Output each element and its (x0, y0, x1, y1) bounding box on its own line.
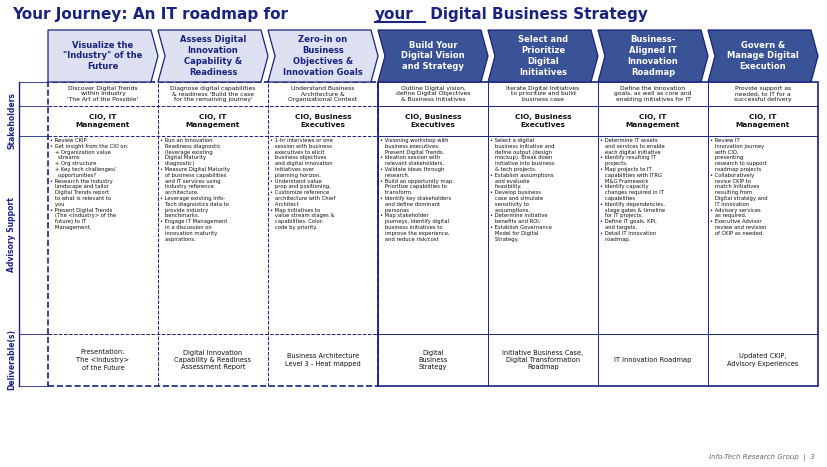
Text: Business Architecture
Level 3 - Heat mapped: Business Architecture Level 3 - Heat map… (285, 353, 361, 367)
Text: Iterate Digital Initiatives
to prioritize and build
business case: Iterate Digital Initiatives to prioritiz… (506, 86, 580, 102)
Text: • Review CKIP
• Get insight from the CIO on:
   + Organization value
     stream: • Review CKIP • Get insight from the CIO… (50, 138, 129, 230)
Text: CIO, IT
Management: CIO, IT Management (76, 114, 130, 128)
Text: IT Innovation Roadmap: IT Innovation Roadmap (614, 357, 691, 363)
Text: • Visioning workshop with
   business executives:
   Present Digital Trends.
• I: • Visioning workshop with business execu… (380, 138, 454, 241)
Polygon shape (48, 30, 158, 82)
Text: Advisory Support: Advisory Support (7, 198, 17, 272)
Text: CIO, IT
Management: CIO, IT Management (736, 114, 790, 128)
Text: CIO, Business
Executives: CIO, Business Executives (404, 114, 461, 128)
Text: CIO, Business
Executives: CIO, Business Executives (294, 114, 351, 128)
Text: Digital
Business
Strategy: Digital Business Strategy (418, 349, 447, 370)
Text: • Select a digital
   business initiative and
   define output (design
   mockup: • Select a digital business initiative a… (490, 138, 555, 241)
Text: • 1-hr interviews or one
   session with business
   executives to elicit
   bus: • 1-hr interviews or one session with bu… (270, 138, 335, 230)
Text: CIO, Business
Executives: CIO, Business Executives (514, 114, 571, 128)
Bar (378, 82, 818, 386)
Text: Diagnose digital capabilities
& readiness 'Build the case
for the remaining jour: Diagnose digital capabilities & readines… (170, 86, 256, 102)
Text: CIO, IT
Management: CIO, IT Management (626, 114, 680, 128)
Text: Build Your
Digital Vision
and Strategy: Build Your Digital Vision and Strategy (401, 41, 465, 71)
Text: Understand Business
Architecture &
Organizational Context: Understand Business Architecture & Organ… (289, 86, 357, 102)
Text: Deliverable(s): Deliverable(s) (7, 330, 17, 390)
Text: Digital Innovation
Capability & Readiness
Assessment Report: Digital Innovation Capability & Readines… (174, 349, 251, 370)
Text: Select and
Prioritize
Digital
Initiatives: Select and Prioritize Digital Initiative… (518, 35, 568, 77)
Text: Visualize the
"Industry" of the
Future: Visualize the "Industry" of the Future (64, 41, 143, 71)
Text: Discover Digital Trends
within Industry
'The Art of the Possible': Discover Digital Trends within Industry … (67, 86, 139, 102)
Text: • Review IT
   Innovation journey
   with CIO,
   presenting
   research to supp: • Review IT Innovation journey with CIO,… (710, 138, 767, 236)
Text: • Run an Innovation
   Readiness diagnostic
   (leverage existing
   Digital Mat: • Run an Innovation Readiness diagnostic… (160, 138, 230, 241)
Text: • Determine IT assets
   and services to enable
   each digital initiative
• Ide: • Determine IT assets and services to en… (600, 138, 665, 241)
Text: Updated CKIP,
Advisory Experiences: Updated CKIP, Advisory Experiences (727, 353, 799, 367)
Bar (48, 82, 378, 386)
Text: Stakeholders: Stakeholders (7, 92, 17, 149)
Text: Provide support as
needed, to IT for a
successful delivery: Provide support as needed, to IT for a s… (734, 86, 791, 102)
Polygon shape (268, 30, 378, 82)
Polygon shape (598, 30, 708, 82)
Text: Digital Business Strategy: Digital Business Strategy (425, 7, 648, 22)
Text: Assess Digital
Innovation
Capability &
Readiness: Assess Digital Innovation Capability & R… (179, 35, 246, 77)
Text: Initiative Business Case,
Digital Transformation
Roadmap: Initiative Business Case, Digital Transf… (503, 349, 584, 370)
Text: Business-
Aligned IT
Innovation
Roadmap: Business- Aligned IT Innovation Roadmap (628, 35, 678, 77)
Text: Outline Digital vision,
define Digital Objectives
& Business Initiatives: Outline Digital vision, define Digital O… (396, 86, 471, 102)
Text: Govern &
Manage Digital
Execution: Govern & Manage Digital Execution (727, 41, 799, 71)
Text: Zero-in on
Business
Objectives &
Innovation Goals: Zero-in on Business Objectives & Innovat… (283, 35, 363, 77)
Text: CIO, IT
Management: CIO, IT Management (186, 114, 240, 128)
Text: Info-Tech Research Group  |  3: Info-Tech Research Group | 3 (710, 454, 815, 461)
Text: Presentation:
The <Industry>
of the Future: Presentation: The <Industry> of the Futu… (76, 349, 130, 370)
Text: Your Journey: An IT roadmap for: Your Journey: An IT roadmap for (12, 7, 294, 22)
Text: your: your (375, 7, 414, 22)
Polygon shape (378, 30, 488, 82)
Polygon shape (488, 30, 598, 82)
Text: Define the innovation
goals, as well as core and
enabling initiatives for IT: Define the innovation goals, as well as … (614, 86, 691, 102)
Polygon shape (708, 30, 818, 82)
Polygon shape (158, 30, 268, 82)
